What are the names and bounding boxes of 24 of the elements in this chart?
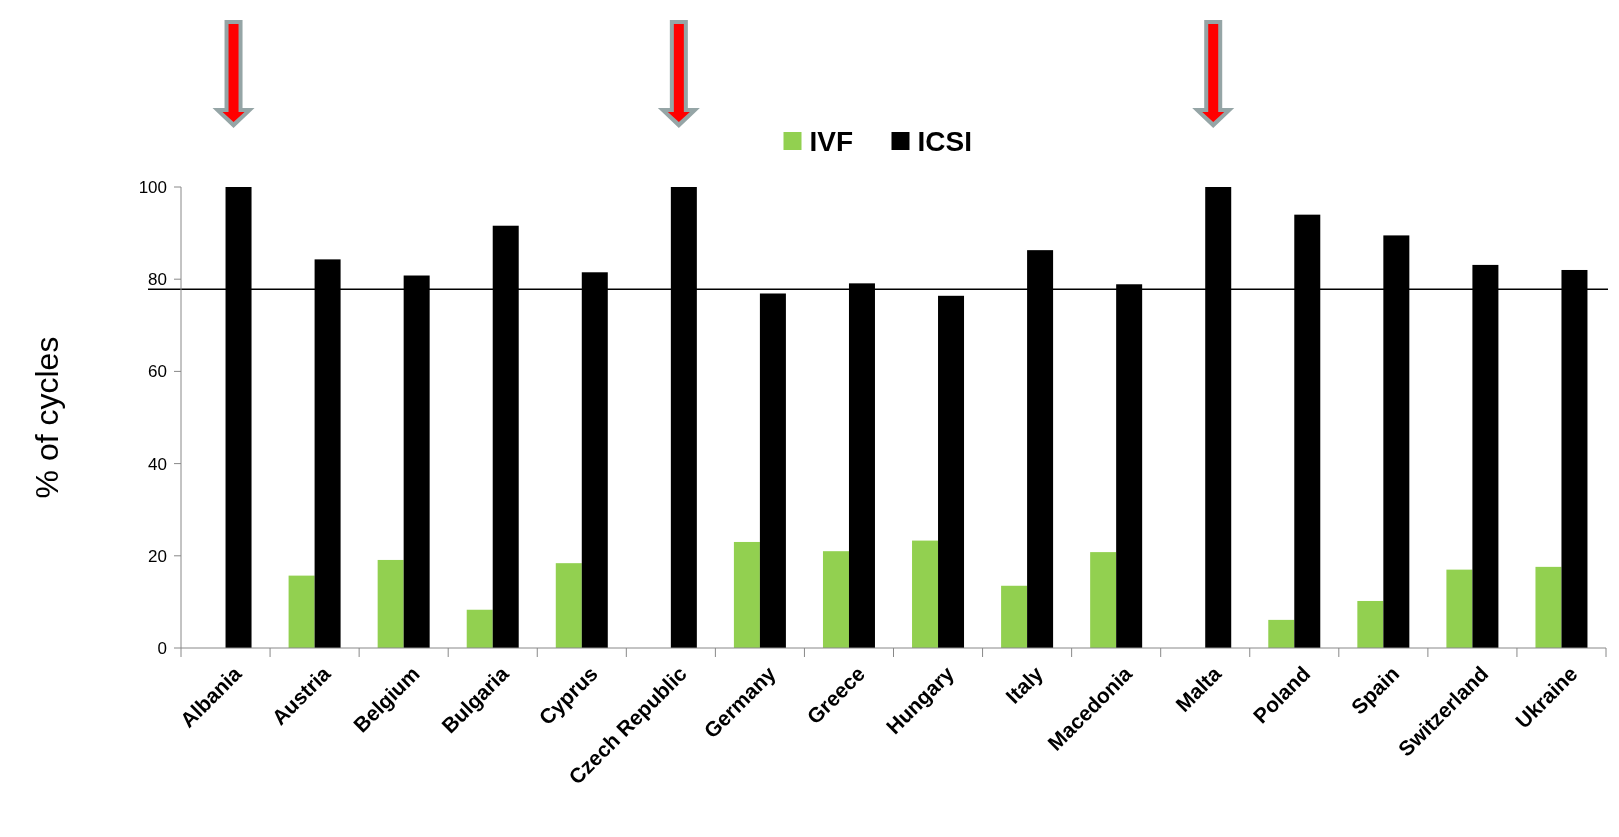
bar: [1535, 566, 1562, 648]
bar: [288, 575, 315, 648]
bar: [822, 551, 849, 648]
bar: [759, 293, 786, 648]
bar: [1090, 552, 1117, 648]
bar: [1357, 600, 1384, 648]
legend-label: ICSI: [917, 125, 972, 157]
bar: [912, 540, 939, 648]
y-tick-label: 100: [138, 177, 167, 197]
bar: [1001, 585, 1028, 648]
y-axis-title: % of cycles: [29, 336, 65, 499]
bar: [466, 609, 493, 648]
bar: [555, 563, 582, 648]
y-tick-label: 80: [148, 270, 167, 290]
bar: [1446, 569, 1473, 648]
y-tick-label: 60: [148, 362, 167, 382]
y-tick-label: 0: [157, 638, 167, 658]
bar: [1268, 619, 1295, 648]
bar: [938, 295, 965, 648]
bar: [733, 541, 760, 648]
bar: [377, 559, 404, 648]
legend-label: IVF: [809, 125, 854, 157]
y-tick-label: 40: [148, 454, 167, 474]
y-tick-label: 20: [148, 546, 167, 566]
